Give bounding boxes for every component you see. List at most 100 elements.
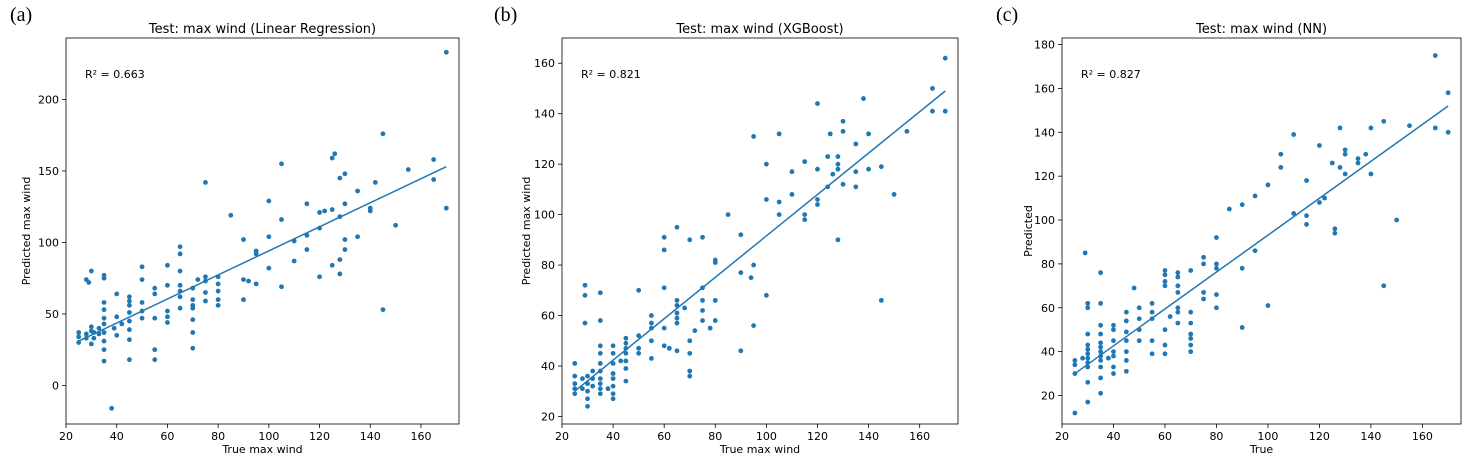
data-point — [372, 179, 378, 185]
data-point — [776, 199, 782, 205]
data-point — [114, 291, 120, 297]
data-point — [597, 381, 603, 387]
data-point — [246, 278, 251, 284]
data-point — [1098, 357, 1104, 363]
data-point — [1098, 270, 1104, 276]
data-point — [1188, 320, 1194, 326]
data-point — [687, 350, 693, 356]
data-point — [815, 166, 820, 172]
data-point — [1082, 250, 1088, 256]
data-point — [835, 161, 841, 167]
data-point — [700, 297, 705, 303]
data-point — [1072, 362, 1078, 368]
data-point — [393, 222, 399, 228]
r2-annotation: R² = 0.827 — [1081, 68, 1141, 81]
data-point — [1188, 268, 1194, 273]
data-point — [1175, 290, 1181, 295]
data-point — [1432, 53, 1438, 58]
data-point — [891, 192, 897, 197]
data-point — [649, 356, 654, 361]
data-point — [830, 171, 836, 177]
data-point — [279, 217, 284, 222]
data-point — [203, 274, 208, 280]
data-point — [101, 307, 107, 313]
data-point — [1355, 160, 1361, 166]
data-point — [1188, 309, 1194, 315]
data-point — [623, 350, 629, 356]
data-point — [674, 310, 680, 316]
data-point — [597, 361, 603, 366]
data-point — [776, 131, 782, 137]
data-point — [1162, 327, 1168, 333]
plot-frame — [561, 37, 959, 425]
x-tick-label: 40 — [606, 430, 620, 443]
y-tick-label: 60 — [1041, 302, 1055, 315]
y-tick-label: 0 — [52, 379, 59, 392]
data-point — [1175, 270, 1181, 276]
data-point — [165, 308, 170, 314]
data-point — [1278, 151, 1284, 157]
data-point — [585, 396, 590, 402]
data-point — [126, 294, 132, 300]
x-tick-label: 20 — [59, 430, 73, 443]
data-point — [1162, 342, 1168, 348]
data-point — [636, 287, 642, 293]
x-tick-label: 100 — [258, 430, 279, 443]
data-point — [1239, 265, 1245, 271]
x-tick-label: 100 — [1257, 430, 1278, 443]
data-point — [597, 343, 603, 349]
data-point — [126, 310, 132, 315]
data-point — [1355, 156, 1361, 162]
data-point — [623, 335, 629, 341]
data-point — [585, 373, 590, 379]
data-point — [580, 376, 585, 381]
data-point — [930, 86, 935, 91]
data-point — [165, 262, 170, 268]
data-point — [1123, 349, 1129, 355]
data-point — [840, 181, 846, 187]
data-point — [610, 361, 616, 366]
chart-title: Test: max wind (NN) — [1195, 22, 1327, 37]
data-point — [610, 343, 616, 349]
data-point — [253, 281, 259, 287]
data-point — [177, 294, 183, 300]
data-point — [111, 325, 117, 331]
data-point — [126, 327, 132, 333]
x-tick-label: 60 — [1158, 430, 1172, 443]
data-point — [1111, 353, 1116, 359]
y-tick-label: 50 — [45, 308, 59, 321]
panel-b: (b) Test: max wind (XGBoost) 20 40 60 80 100 12… — [494, 4, 959, 456]
data-point — [1265, 182, 1271, 188]
data-point — [1226, 206, 1232, 212]
data-point — [1278, 164, 1284, 170]
y-tick-label: 100 — [534, 209, 555, 222]
data-point — [152, 357, 158, 363]
data-point — [1085, 305, 1091, 311]
data-point — [751, 323, 757, 329]
data-point — [878, 297, 884, 303]
data-point — [101, 321, 107, 327]
data-point — [1304, 178, 1309, 183]
data-point — [878, 164, 884, 170]
data-point — [623, 378, 629, 384]
data-point — [1149, 309, 1155, 315]
data-point — [190, 302, 196, 308]
y-tick-label: 120 — [534, 158, 555, 171]
y-tick-label: 80 — [541, 259, 555, 272]
data-point — [253, 248, 259, 254]
data-point — [712, 257, 718, 263]
data-point — [687, 373, 693, 379]
data-point — [582, 292, 588, 298]
data-point — [582, 282, 588, 288]
data-point — [802, 159, 808, 165]
data-point — [763, 161, 769, 167]
data-point — [152, 291, 158, 297]
data-point — [291, 258, 297, 264]
panel-c: (c) Test: max wind (NN) 20 40 60 80 100 120 140 1… — [996, 4, 1462, 456]
x-tick-label: 80 — [1209, 430, 1223, 443]
data-point — [322, 208, 328, 214]
data-point — [661, 234, 667, 240]
data-point — [725, 212, 731, 218]
y-tick-label: 120 — [1034, 170, 1055, 183]
